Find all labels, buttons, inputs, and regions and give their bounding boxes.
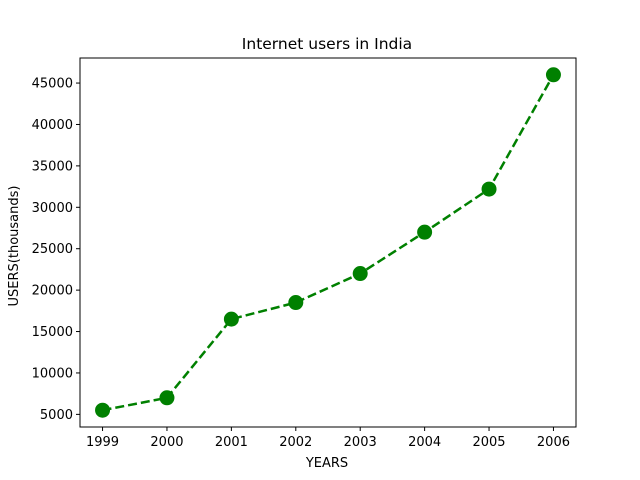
data-point	[417, 224, 433, 240]
data-point	[481, 181, 497, 197]
y-tick-label: 5000	[40, 408, 73, 423]
data-point	[223, 311, 239, 327]
x-tick-label: 2001	[215, 435, 248, 450]
data-point	[352, 266, 368, 282]
x-tick-label: 2003	[344, 435, 377, 450]
plot-area: 1999 2000 2001 2002 2003 2004 2005 2006 5000 1000…	[32, 57, 577, 450]
y-tick-label: 45000	[32, 77, 73, 92]
data-point	[95, 402, 111, 418]
x-tick-label: 2000	[150, 435, 183, 450]
series-line	[102, 74, 555, 412]
x-tick-label: 2002	[279, 435, 312, 450]
data-point	[159, 390, 175, 406]
x-tick-label: 1999	[86, 435, 119, 450]
chart-title: Internet users in India	[242, 35, 412, 53]
x-tick-label: 2006	[537, 435, 570, 450]
x-tick-label: 2005	[472, 435, 505, 450]
y-tick-label: 20000	[32, 284, 73, 299]
y-tick-label: 35000	[32, 159, 73, 174]
y-tick-label: 25000	[32, 242, 73, 257]
data-point	[545, 67, 561, 83]
y-tick-label: 30000	[32, 201, 73, 216]
y-tick-label: 10000	[32, 366, 73, 381]
y-tick-label: 40000	[32, 118, 73, 133]
x-axis-label: YEARS	[305, 456, 348, 471]
y-tick-label: 15000	[32, 325, 73, 340]
x-tick-label: 2004	[408, 435, 441, 450]
plot-frame	[79, 57, 577, 428]
y-axis-label: USERS(thousands)	[7, 186, 22, 307]
data-point	[288, 295, 304, 311]
